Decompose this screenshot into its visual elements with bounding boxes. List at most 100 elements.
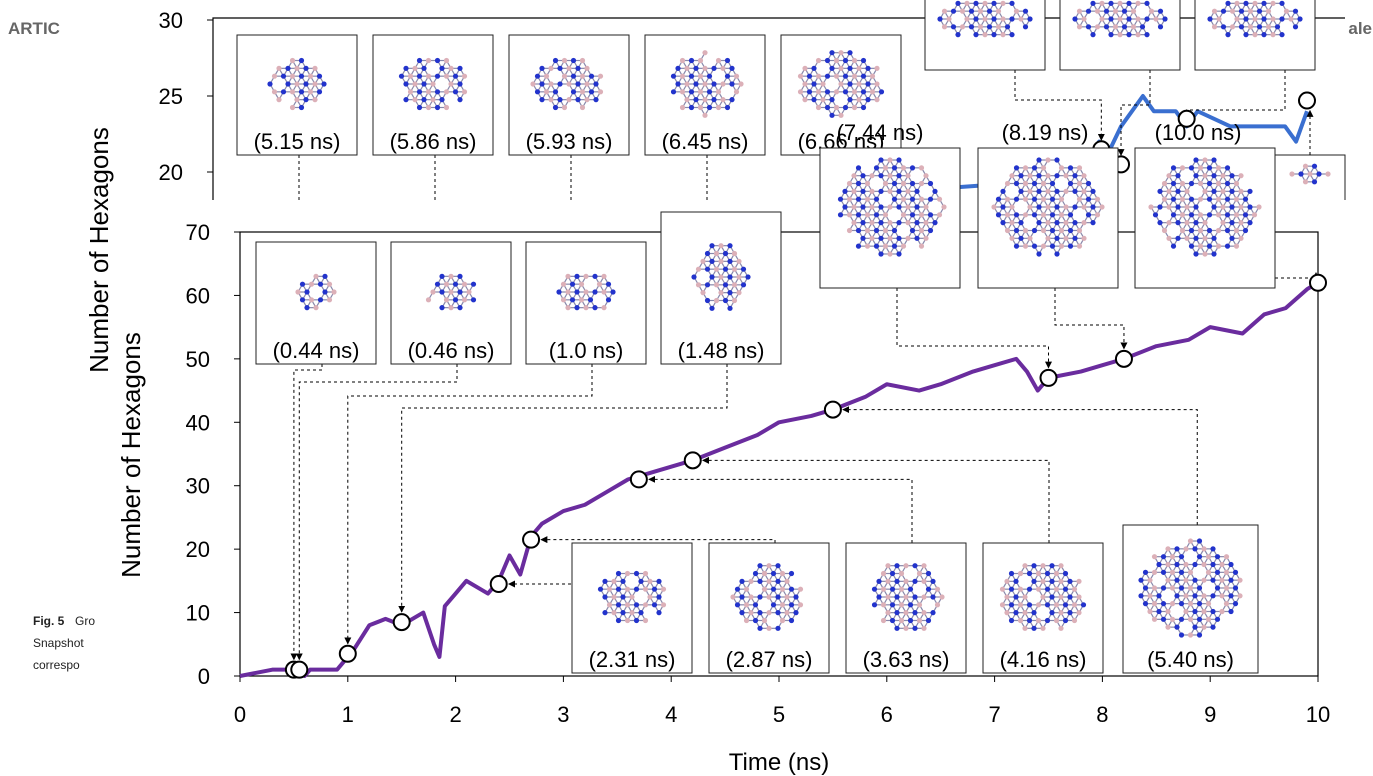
atom: [606, 602, 613, 608]
atom: [779, 586, 786, 592]
atom: [748, 610, 754, 616]
atom: [734, 602, 741, 608]
atom: [1027, 173, 1033, 179]
y-tick-label: 10: [186, 601, 210, 626]
snapshot-marker: [823, 400, 842, 419]
atom: [1013, 212, 1020, 218]
atom: [602, 578, 608, 584]
atom: [1009, 173, 1015, 179]
atom: [896, 204, 902, 210]
atom: [1214, 554, 1221, 560]
connector: [540, 536, 776, 544]
atom: [1040, 180, 1047, 187]
atom: [842, 104, 849, 111]
atom: [1151, 601, 1158, 607]
atom: [916, 602, 923, 608]
snapshot-marker: [522, 530, 541, 549]
atom: [713, 266, 720, 272]
atom: [869, 235, 875, 241]
atom: [1247, 24, 1254, 30]
atom: [1004, 24, 1011, 30]
atom: [565, 273, 571, 279]
atom: [829, 112, 835, 118]
atom: [1035, 570, 1042, 577]
atom: [299, 297, 306, 303]
atom: [416, 57, 423, 64]
atom: [1283, 8, 1290, 14]
atom: [280, 89, 287, 95]
atom: [307, 73, 314, 79]
atom: [1027, 16, 1033, 22]
atom: [1183, 608, 1189, 615]
atom: [560, 281, 567, 287]
atom: [1022, 165, 1029, 171]
atom: [1242, 227, 1249, 234]
atom: [605, 281, 612, 287]
atom: [298, 89, 305, 95]
atom: [1085, 180, 1092, 187]
atom: [1242, 212, 1249, 218]
atom: [713, 297, 720, 304]
x-tick-label: 8: [1096, 702, 1108, 727]
connector: [702, 456, 1050, 543]
atom: [1223, 554, 1230, 560]
atom: [873, 227, 880, 234]
atom: [1166, 220, 1172, 226]
atom: [1004, 196, 1011, 202]
atom: [575, 97, 581, 103]
atom: [1206, 212, 1213, 218]
atom: [1215, 180, 1222, 187]
atom: [285, 81, 291, 87]
atom: [271, 73, 278, 79]
atom: [909, 212, 916, 218]
atom: [1161, 227, 1168, 234]
atom: [1197, 165, 1204, 171]
atom: [1142, 585, 1149, 591]
atom: [457, 305, 463, 311]
x-tick-label: 2: [449, 702, 461, 727]
atom: [561, 57, 568, 64]
atom: [1053, 617, 1060, 624]
atom: [995, 8, 1002, 14]
atom: [1018, 188, 1024, 194]
atom: [1009, 220, 1015, 226]
atom: [1179, 196, 1186, 202]
atom: [837, 196, 844, 202]
atom: [784, 594, 790, 600]
atom: [1161, 180, 1168, 187]
atom: [1232, 585, 1239, 591]
atom: [407, 73, 414, 79]
snapshot-label: (0.44 ns): [273, 338, 360, 363]
atom: [688, 89, 695, 95]
atom: [1151, 616, 1158, 622]
atom: [1036, 204, 1042, 210]
atom: [704, 297, 711, 304]
atom: [1072, 188, 1078, 194]
atom: [1193, 235, 1199, 241]
atom: [894, 594, 900, 600]
atom: [885, 563, 891, 569]
atom: [734, 586, 741, 592]
atom: [700, 258, 706, 264]
atom: [1058, 243, 1065, 249]
atom: [869, 173, 875, 179]
atom: [912, 610, 918, 616]
atom: [855, 165, 862, 171]
atom: [317, 297, 324, 303]
atom: [770, 586, 777, 592]
atom: [1211, 8, 1218, 14]
atom: [1196, 601, 1203, 607]
atom: [873, 196, 880, 202]
atom: [294, 65, 300, 71]
atom: [1152, 212, 1159, 218]
atom: [1009, 204, 1015, 210]
atom: [1076, 24, 1083, 30]
atom: [1193, 220, 1199, 226]
atom: [298, 73, 305, 79]
atom: [855, 227, 862, 234]
atom: [748, 578, 754, 584]
atom: [1187, 616, 1194, 622]
atom: [720, 97, 726, 103]
atom: [443, 297, 450, 303]
connector: [1117, 70, 1151, 157]
